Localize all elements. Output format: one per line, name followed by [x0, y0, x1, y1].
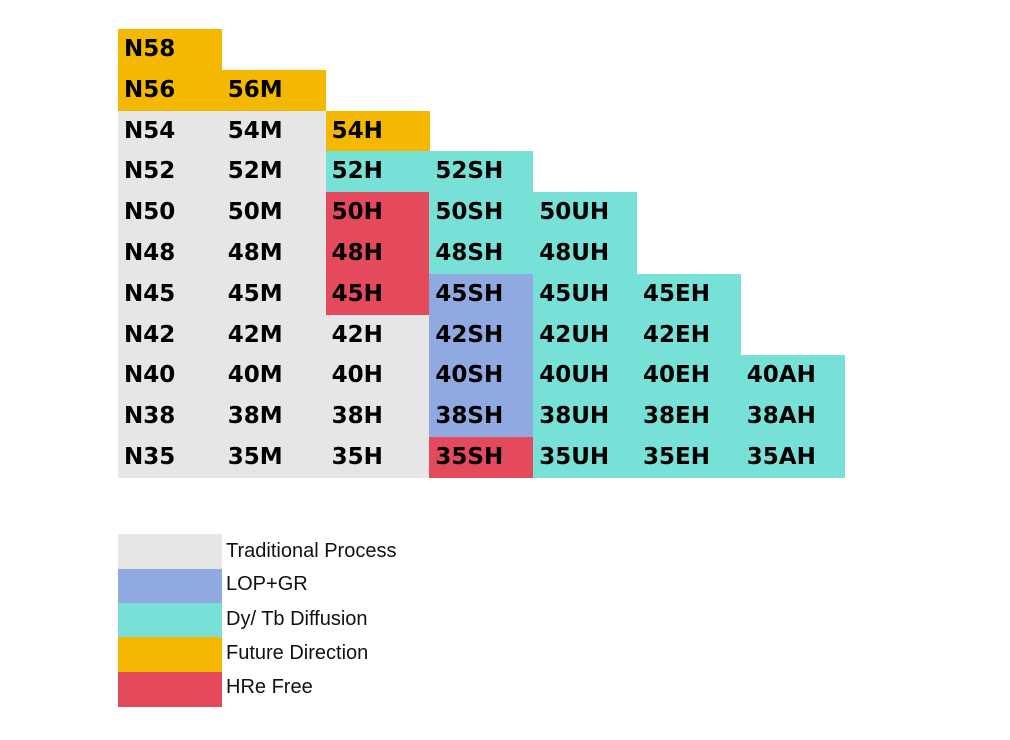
grade-cell: 38M [221, 396, 326, 438]
grade-cell: 50H [325, 192, 430, 234]
grade-cell: 40AH [740, 355, 845, 397]
grade-cell: 40EH [637, 355, 741, 397]
legend-label-lop-gr: LOP+GR [226, 573, 308, 595]
legend-swatch-traditional [118, 534, 222, 569]
grade-cell: N50 [118, 192, 222, 234]
grade-cell: 42UH [533, 314, 638, 356]
grade-cell: 35AH [740, 437, 845, 478]
grade-cell: 45SH [429, 273, 534, 315]
grade-cell: N42 [118, 314, 222, 356]
legend-swatch-future [118, 637, 222, 672]
grade-cell: N54 [118, 110, 222, 152]
magnet-grade-grid: N58 N56 56M N54 54M 54H N52 52M 52H 52SH N50 50M 50H… [118, 29, 845, 478]
grade-cell: 35SH [429, 437, 534, 478]
legend-swatch-hre-free [118, 672, 222, 707]
grade-cell: 35EH [637, 437, 741, 478]
grade-cell: N35 [118, 437, 222, 478]
legend-label-diffusion: Dy/ Tb Diffusion [226, 608, 368, 630]
legend-label-traditional: Traditional Process [226, 540, 397, 562]
grade-cell: 50SH [429, 192, 534, 234]
grade-cell: 52M [221, 151, 326, 193]
grade-cell: 38UH [533, 396, 638, 438]
grade-cell: 40M [221, 355, 326, 397]
grade-cell: 48M [221, 233, 326, 274]
grade-cell: N58 [118, 29, 222, 70]
grade-cell: 42EH [637, 314, 741, 356]
legend-label-hre-free: HRe Free [226, 676, 313, 698]
grade-cell: 40H [325, 355, 430, 397]
legend-swatch-lop-gr [118, 569, 222, 604]
grade-cell: N48 [118, 233, 222, 274]
grade-cell: 48H [325, 233, 430, 274]
grade-cell: 42H [325, 314, 430, 356]
grade-cell: 38EH [637, 396, 741, 438]
grade-cell: 45EH [637, 273, 741, 315]
grade-cell: 35H [325, 437, 430, 478]
grade-cell: 54H [325, 110, 430, 152]
grade-cell: N45 [118, 273, 222, 315]
grade-cell: N56 [118, 69, 222, 111]
grade-cell: 45UH [533, 273, 638, 315]
grade-cell: 52SH [429, 151, 534, 193]
grade-cell: 45H [325, 273, 430, 315]
grade-cell: 50M [221, 192, 326, 234]
grade-cell: 52H [325, 151, 430, 193]
grade-cell: 35M [221, 437, 326, 478]
grade-cell: 45M [221, 273, 326, 315]
grade-cell: 56M [221, 69, 326, 111]
grade-cell: 40SH [429, 355, 534, 397]
grade-cell: 54M [221, 110, 326, 152]
grade-cell: 38H [325, 396, 430, 438]
legend-label-future: Future Direction [226, 642, 369, 664]
grade-cell: N38 [118, 396, 222, 438]
grade-cell: 48UH [533, 233, 638, 274]
legend-swatch-diffusion [118, 603, 222, 638]
grade-cell: N40 [118, 355, 222, 397]
grade-cell: 42M [221, 314, 326, 356]
grade-cell: 38SH [429, 396, 534, 438]
grade-cell: 40UH [533, 355, 638, 397]
grade-cell: 48SH [429, 233, 534, 274]
grade-cell: 35UH [533, 437, 638, 478]
grade-cell: 50UH [533, 192, 638, 234]
grade-cell: 42SH [429, 314, 534, 356]
grade-cell: N52 [118, 151, 222, 193]
grade-cell: 38AH [740, 396, 845, 438]
